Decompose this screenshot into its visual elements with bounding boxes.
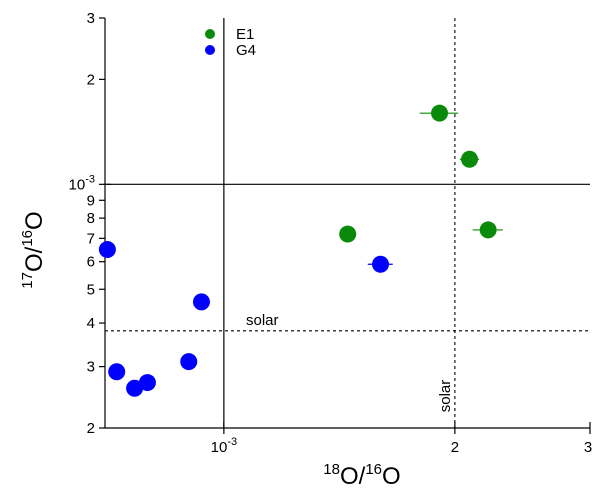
solar-vertical-label: solar [437, 380, 454, 413]
y-tick-label: 8 [87, 210, 95, 227]
legend-label-e1: E1 [236, 26, 254, 43]
y-tick-label: 9 [87, 192, 95, 209]
y-tick-label: 3 [87, 359, 95, 376]
y-tick-label: 3 [87, 10, 95, 27]
y-tick-label: 4 [87, 315, 95, 332]
data-points [98, 104, 503, 397]
data-point-g4 [180, 353, 198, 371]
x-axis-label: 18O/16O [323, 461, 400, 490]
x-tick-label: 10-3 [211, 436, 237, 456]
legend-marker-g4 [205, 45, 215, 55]
data-point-g4 [138, 374, 156, 392]
legend-marker-e1 [205, 29, 215, 39]
y-tick-label: 2 [87, 420, 95, 437]
y-tick-label: 7 [87, 230, 95, 247]
y-tick-label: 5 [87, 281, 95, 298]
x-tick-label: 2 [451, 439, 459, 456]
data-point-g4 [126, 379, 144, 397]
data-point-g4 [372, 255, 390, 273]
data-point-g4 [108, 363, 126, 381]
reference-lines: solar solar [105, 18, 590, 428]
data-point-e1 [461, 150, 479, 168]
data-point-e1 [339, 225, 357, 243]
solar-horizontal-label: solar [246, 312, 279, 329]
y-tick-label: 2 [87, 71, 95, 88]
data-point-g4 [192, 293, 210, 311]
legend-label-g4: G4 [236, 42, 256, 59]
data-point-e1 [431, 104, 449, 122]
y-axis-label: 17O/16O [19, 211, 48, 288]
y-tick-label: 10-3 [69, 173, 95, 193]
x-tick-label: 3 [584, 439, 592, 456]
axis-labels: 18O/16O 17O/16O [19, 211, 401, 490]
data-point-e1 [479, 221, 497, 239]
y-tick-label: 6 [87, 254, 95, 271]
data-point-g4 [98, 241, 116, 259]
